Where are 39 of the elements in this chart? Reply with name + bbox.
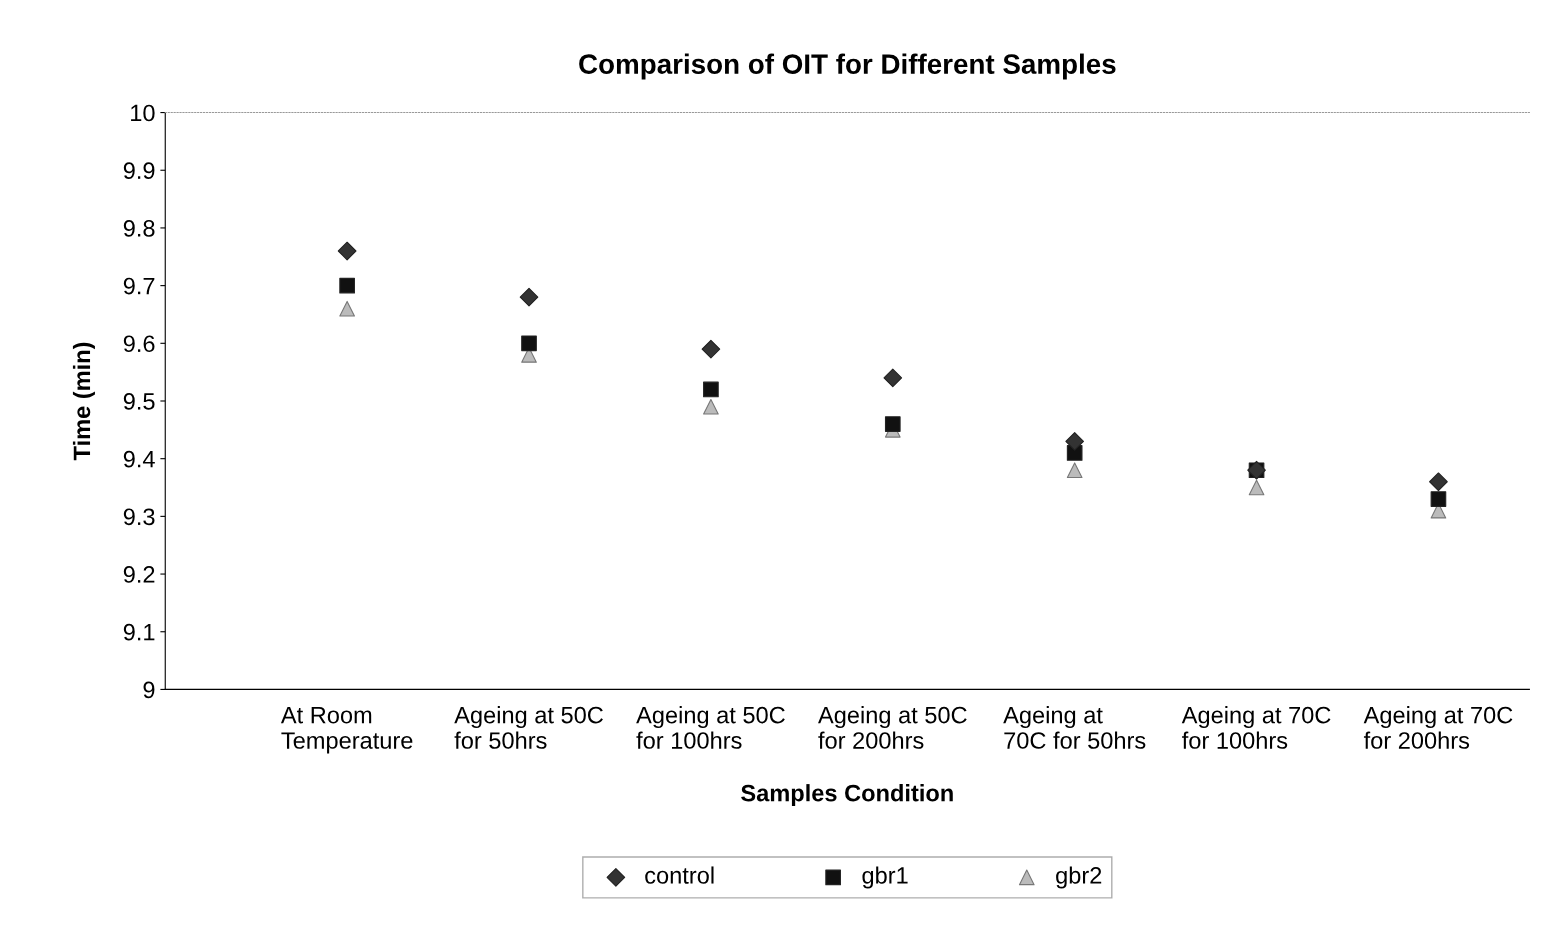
legend-label: control (645, 866, 714, 884)
point (703, 381, 719, 398)
y-tick-label: 9 (143, 681, 155, 699)
point (703, 398, 719, 415)
x-tick-label: Ageing at 70C for 100hrs (1181, 706, 1331, 749)
point (883, 368, 903, 388)
x-tick-label: Ageing at 70C for 200hrs (1363, 706, 1513, 749)
y-tick-label: 9.1 (123, 623, 155, 641)
point (1065, 432, 1085, 451)
point (1430, 491, 1447, 507)
x-tick-label: At Room Temperature (280, 706, 413, 754)
point (339, 277, 355, 294)
point (339, 300, 355, 317)
y-tick-label: 9.7 (123, 277, 155, 295)
point (1429, 472, 1448, 492)
y-tick-label: 9.2 (123, 566, 155, 583)
point (1248, 479, 1265, 496)
y-tick-label: 9.9 (123, 162, 155, 180)
chart-title: Comparison of OIT for Different Samples (579, 53, 1116, 80)
y-tick-label: 9.3 (123, 508, 155, 526)
x-tick-label: Ageing at 50C for 200hrs (818, 706, 967, 749)
point (337, 241, 357, 261)
point (884, 416, 901, 432)
y-tick-label: 9.8 (123, 220, 155, 237)
point (701, 339, 721, 359)
legend-label: gbr2 (1056, 866, 1102, 889)
x-tick-label: Ageing at 70C for 50hrs (1003, 706, 1146, 749)
y-tick-label: 9.6 (123, 335, 155, 353)
x-tick-label: Ageing at 50C for 50hrs (454, 706, 603, 749)
point (1066, 462, 1083, 479)
legend-label: gbr1 (862, 866, 908, 889)
y-tick-label: 10 (131, 104, 155, 122)
point (519, 287, 539, 307)
x-tick-label: Ageing at 50C for 100hrs (636, 706, 785, 749)
point (521, 335, 537, 352)
y-tick-label: 9.5 (123, 393, 155, 410)
y-tick-label: 9.4 (123, 450, 155, 468)
x-axis-title: Samples Condition (741, 784, 953, 807)
y-axis-title: Time (min) (72, 342, 95, 461)
